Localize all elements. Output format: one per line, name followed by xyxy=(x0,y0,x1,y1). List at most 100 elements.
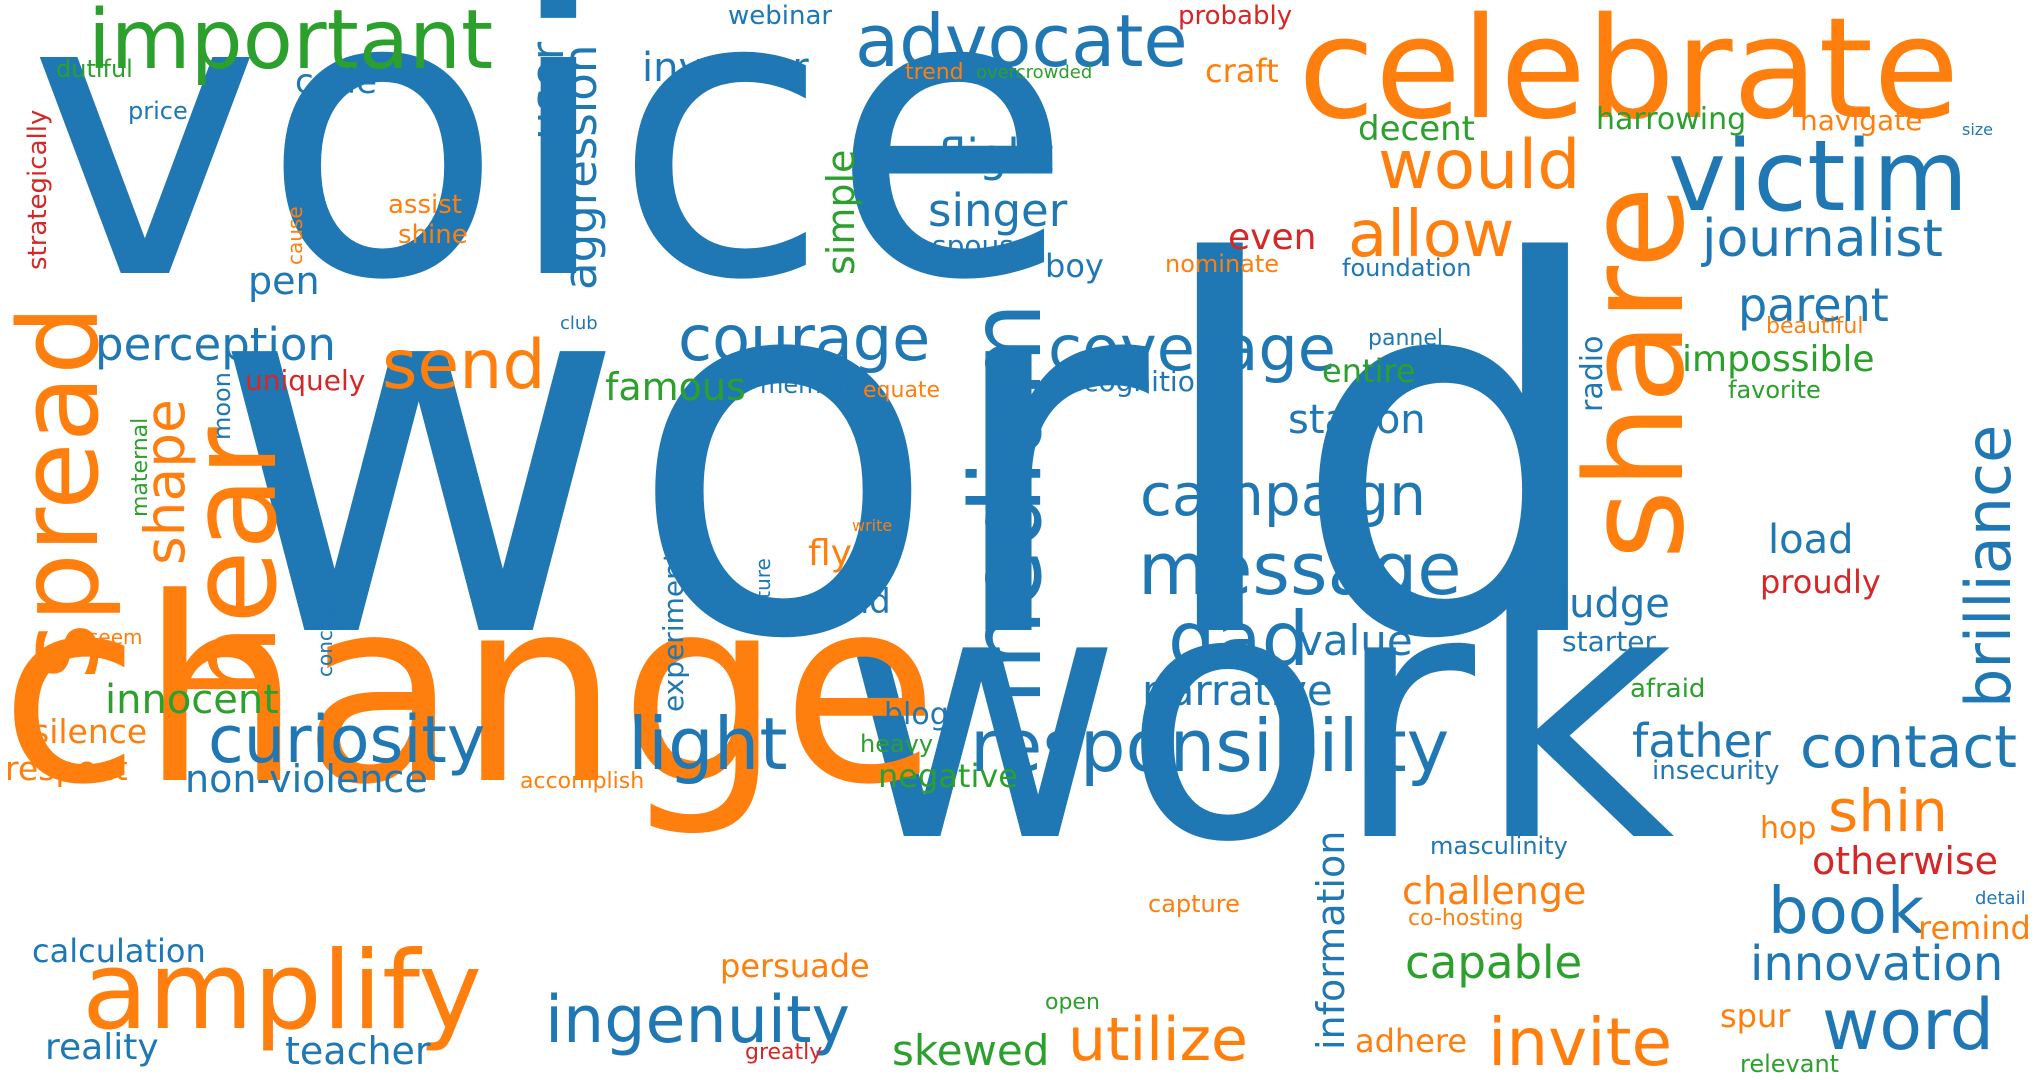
word-skewed: skewed xyxy=(892,1026,1050,1075)
word-pannel: pannel xyxy=(1368,326,1443,351)
word-perception: perception xyxy=(95,318,336,371)
word-write: write xyxy=(852,516,893,535)
word-cause: cause xyxy=(283,206,307,265)
word-memoir: memoir xyxy=(760,371,853,399)
word-accomplish: accomplish xyxy=(520,769,645,794)
word-advocate: advocate xyxy=(855,0,1188,83)
word-otherwise: otherwise xyxy=(1812,839,1999,883)
word-flight: flight xyxy=(938,129,1054,182)
word-picture: picture xyxy=(751,558,775,628)
word-adhere: adhere xyxy=(1355,1022,1468,1060)
word-fly: fly xyxy=(808,533,852,574)
word-calculation: calculation xyxy=(32,932,206,970)
word-masculinity: masculinity xyxy=(1430,832,1568,860)
word-hop: hop xyxy=(1760,811,1817,846)
word-probably: probably xyxy=(1178,1,1293,31)
word-decent: decent xyxy=(1358,109,1475,149)
word-detail: detail xyxy=(1975,888,2026,909)
word-courage: courage xyxy=(678,302,931,375)
word-change: change xyxy=(0,544,939,841)
word-entire: entire xyxy=(1322,352,1416,390)
word-relevant: relevant xyxy=(1740,1050,1840,1078)
word-size: size xyxy=(1962,120,1994,139)
word-moon: moon xyxy=(208,372,236,440)
word-voice: voice xyxy=(28,0,1074,367)
word-utilize: utilize xyxy=(1068,1005,1248,1075)
word-heavy: heavy xyxy=(860,730,934,758)
word-load: load xyxy=(1768,517,1854,563)
word-insecurity: insecurity xyxy=(1652,756,1780,786)
word-value: value xyxy=(1298,616,1413,665)
word-judge: judge xyxy=(1558,581,1670,627)
word-mind: mind xyxy=(805,582,891,622)
word-seem: seem xyxy=(88,625,143,649)
word-spouse: spouse xyxy=(932,229,1032,262)
word-light: light xyxy=(628,702,788,786)
word-beautiful: beautiful xyxy=(1766,314,1864,339)
word-greatly: greatly xyxy=(745,1040,823,1065)
word-responsibility: responsibility xyxy=(970,704,1450,788)
word-foundation: foundation xyxy=(1342,254,1472,282)
word-information: information xyxy=(1309,830,1353,1050)
word-capture: capture xyxy=(1148,890,1240,918)
word-dad: dad xyxy=(1168,595,1310,683)
word-recognition: recognition xyxy=(1055,365,1213,398)
word-webinar: webinar xyxy=(728,1,833,31)
word-afraid: afraid xyxy=(1630,674,1706,704)
word-singer: singer xyxy=(928,184,1068,237)
word-would: would xyxy=(1378,126,1581,205)
word-aggression: aggression xyxy=(554,44,607,290)
word-medium: medium xyxy=(950,302,1064,705)
word-send: send xyxy=(382,326,546,405)
word-equate: equate xyxy=(863,378,941,403)
word-word: word xyxy=(1822,984,1995,1066)
word-inventor: inventor xyxy=(642,45,809,91)
word-spur: spur xyxy=(1720,997,1791,1035)
word-pen: pen xyxy=(248,259,320,303)
word-co-hosting: co-hosting xyxy=(1408,906,1524,931)
word-allow: allow xyxy=(1348,198,1515,272)
word-navigate: navigate xyxy=(1800,104,1923,137)
word-contact: contact xyxy=(1800,713,2018,781)
word-boy: boy xyxy=(1045,247,1104,285)
word-overcrowded: overcrowded xyxy=(976,62,1093,83)
word-respect: respect xyxy=(5,749,128,788)
word-dutiful: dutiful xyxy=(56,55,133,83)
word-remind: remind xyxy=(1918,909,2031,947)
word-simple: simple xyxy=(819,149,863,275)
word-experiment: experiment xyxy=(657,551,690,712)
word-code: code xyxy=(295,62,377,102)
word-starter: starter xyxy=(1562,625,1656,658)
word-proudly: proudly xyxy=(1760,563,1881,601)
word-harrowing: harrowing xyxy=(1596,102,1747,137)
word-coverage: coverage xyxy=(1048,312,1336,385)
word-strategically: strategically xyxy=(23,109,53,270)
word-craft: craft xyxy=(1205,52,1279,90)
word-capable: capable xyxy=(1405,936,1583,989)
word-shine: shine xyxy=(398,220,468,250)
word-important: important xyxy=(88,0,494,88)
word-curiosity: curiosity xyxy=(208,703,486,778)
word-message: message xyxy=(1138,527,1462,611)
word-non-violence: non-violence xyxy=(185,757,428,801)
word-brilliance: brilliance xyxy=(1952,424,2025,708)
word-book: book xyxy=(1768,875,1924,949)
word-campaign: campaign xyxy=(1140,461,1426,529)
word-blog: blog xyxy=(884,697,949,732)
word-work: work xyxy=(840,517,1675,918)
word-reality: reality xyxy=(45,1027,159,1068)
word-shin: shin xyxy=(1828,777,1948,845)
word-trend: trend xyxy=(905,60,964,85)
word-assist: assist xyxy=(388,190,462,220)
word-famous: famous xyxy=(605,365,746,409)
word-teacher: teacher xyxy=(285,1029,431,1073)
word-invite: invite xyxy=(1488,1004,1673,1080)
word-concept: concept xyxy=(313,597,337,677)
word-narrative: narrative xyxy=(1142,666,1333,715)
word-innovation: innovation xyxy=(1750,936,2004,992)
word-nominate: nominate xyxy=(1165,250,1280,278)
word-challenge: challenge xyxy=(1402,869,1587,913)
word-victim: victim xyxy=(1668,120,1969,234)
word-price: price xyxy=(128,97,188,125)
